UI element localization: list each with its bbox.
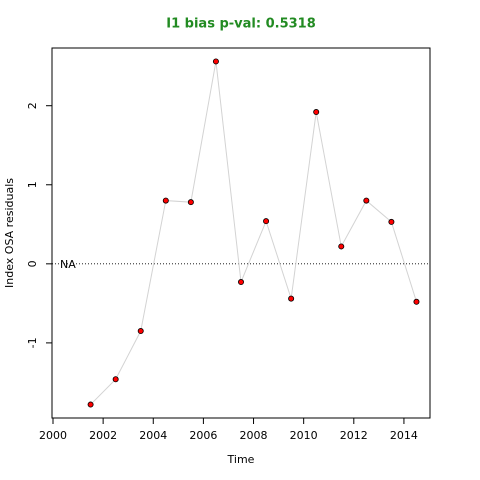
y-tick-label: 0 — [26, 260, 39, 267]
x-tick-label: 2002 — [89, 429, 117, 442]
data-point — [187, 199, 194, 206]
x-axis-label: Time — [227, 453, 255, 466]
data-point — [87, 401, 94, 408]
data-point — [313, 109, 320, 116]
y-tick-label: 2 — [26, 102, 39, 109]
y-tick-label: 1 — [26, 181, 39, 188]
data-point — [338, 243, 345, 250]
data-point — [112, 376, 119, 383]
data-point — [288, 295, 295, 302]
x-tick-label: 2014 — [390, 429, 418, 442]
data-point — [413, 298, 420, 305]
series-line — [90, 61, 417, 405]
x-tick-label: 2012 — [340, 429, 368, 442]
x-tick-label: 2008 — [240, 429, 268, 442]
x-tick-label: 2000 — [39, 429, 67, 442]
x-tick-label: 2010 — [290, 429, 318, 442]
y-tick-label: -1 — [26, 337, 39, 348]
data-point — [363, 197, 370, 204]
data-point — [212, 58, 219, 65]
x-tick-label: 2004 — [139, 429, 167, 442]
x-tick-label: 2006 — [189, 429, 217, 442]
chart-title: I1 bias p-val: 0.5318 — [166, 17, 316, 32]
data-point — [137, 328, 144, 335]
data-point — [263, 218, 270, 225]
plot-frame — [51, 47, 431, 419]
data-point — [388, 218, 395, 225]
data-point — [237, 279, 244, 286]
reference-label: NA — [60, 258, 76, 271]
y-axis-label: Index OSA residuals — [3, 178, 16, 288]
data-point — [162, 197, 169, 204]
